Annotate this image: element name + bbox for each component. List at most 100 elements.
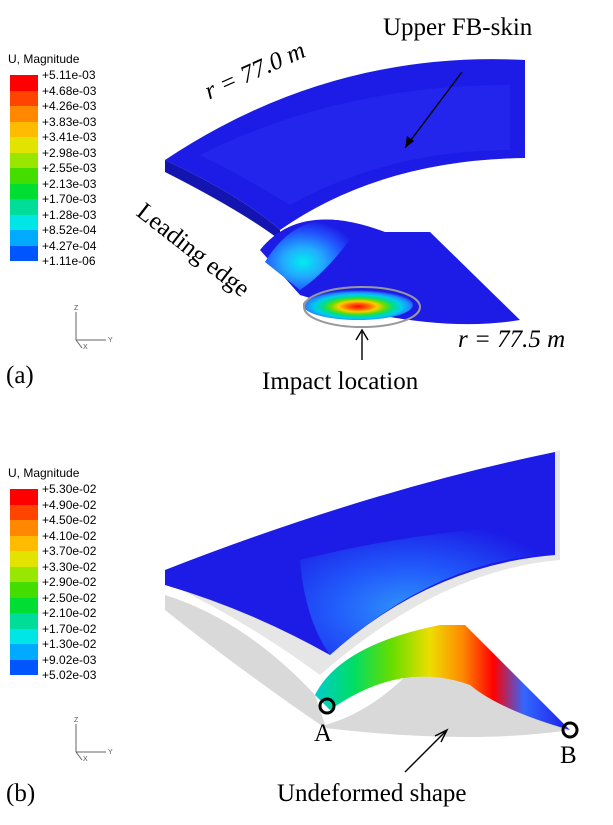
legend-entry: +3.83e-03 [8, 115, 96, 137]
legend-value: +3.83e-03 [42, 114, 97, 129]
legend-swatch [10, 597, 38, 613]
legend-entry: +1.70e-03 [8, 192, 96, 215]
legend-value: +1.28e-03 [42, 207, 97, 222]
legend-entry: +4.26e-03 [8, 99, 96, 122]
legend-entry: +4.50e-02 [8, 513, 96, 536]
legend-entry: +2.50e-02 [8, 591, 96, 613]
legend-entry: +3.41e-03 [8, 130, 96, 153]
bulge-region-a [265, 219, 360, 290]
legend-value: +4.10e-02 [42, 528, 97, 543]
legend-swatch [10, 106, 38, 122]
triad-z-b: Z [74, 717, 79, 724]
legend-swatch [10, 613, 38, 629]
lower-surface-b [315, 625, 570, 730]
legend-value: +3.70e-02 [42, 544, 97, 558]
legend-entry: +1.30e-02 [8, 637, 96, 660]
triad-x-b: X [83, 756, 88, 762]
label-undeformed-shape: Undeformed shape [277, 780, 467, 807]
arrow-undeformed [404, 731, 446, 773]
legend-swatch [10, 628, 38, 644]
point-b-marker [561, 721, 579, 739]
legend-entry: +1.11e-06 [8, 254, 96, 270]
legend-value: +2.90e-02 [42, 575, 97, 589]
legend-swatch [10, 199, 38, 215]
legend-scale-b: +5.30e-02 +4.90e-02 +4.50e-02 +4.10e-02 +3.7… [8, 482, 96, 684]
legend-entry: +3.70e-02 [8, 544, 96, 567]
legend-value: +4.68e-03 [42, 83, 97, 98]
legend-entry: +5.11e-03 [8, 68, 96, 91]
legend-value: +2.10e-02 [42, 606, 97, 620]
legend-swatch [10, 520, 38, 536]
legend-title-a: U, Magnitude [8, 52, 80, 66]
legend-value: +1.30e-02 [42, 637, 97, 651]
legend-entry: +4.90e-02 [8, 498, 96, 520]
fea-model-b [165, 450, 579, 773]
fea-model-a [165, 59, 525, 360]
legend-value: +9.02e-03 [42, 652, 97, 667]
legend-entry: +4.27e-04 [8, 239, 96, 261]
legend-value: +2.13e-03 [42, 176, 97, 191]
legend-value: +1.11e-06 [42, 254, 96, 268]
panel-label-b: (b) [6, 780, 36, 807]
legend-entry: +9.02e-03 [8, 653, 96, 675]
legend-entry: +2.98e-03 [8, 146, 96, 168]
legend-value: +8.52e-04 [42, 223, 97, 237]
legend-value: +5.30e-02 [42, 482, 97, 496]
legend-swatch [10, 535, 38, 551]
legend-entry: +1.28e-03 [8, 208, 96, 230]
legend-swatch [10, 168, 38, 184]
triad-z-a: Z [74, 305, 79, 312]
panel-label-a: (a) [6, 362, 34, 389]
legend-swatch [10, 504, 38, 520]
legend-swatch [10, 90, 38, 106]
upper-surface-shade-a [200, 85, 510, 205]
label-point-b: B [560, 742, 577, 769]
legend-entry: +2.10e-02 [8, 606, 96, 629]
axis-triad-a: Z Y X [74, 305, 113, 350]
legend-swatch [10, 582, 38, 598]
legend-value: +5.11e-03 [42, 68, 96, 82]
axis-triad-b: Z Y X [74, 717, 113, 762]
legend-value: +2.55e-03 [42, 161, 97, 175]
upper-bulge-b [300, 525, 540, 655]
legend-entry: +4.10e-02 [8, 529, 96, 551]
triad-y-a: Y [108, 337, 113, 344]
surface-edge-a [165, 160, 280, 240]
legend-value: +2.50e-02 [42, 590, 97, 605]
legend-swatch [10, 121, 38, 137]
legend-value: +4.27e-04 [42, 238, 97, 253]
arrow-upper-skin [404, 71, 463, 149]
panel-a: U, Magnitude +5.11e-03 +4.68e-03 +4.26e-03… [0, 0, 613, 410]
legend-entry: +5.02e-03 [8, 668, 96, 684]
legend-value: +4.50e-02 [42, 513, 97, 527]
triad-x-a: X [83, 344, 88, 350]
label-upper-fb-skin: Upper FB-skin [383, 14, 533, 41]
legend-value: +3.41e-03 [42, 130, 97, 144]
impact-contour-a [303, 290, 413, 320]
panel-b: U, Magnitude +5.30e-02 +4.90e-02 +4.50e-02… [0, 410, 613, 825]
legend-entry: +3.30e-02 [8, 560, 96, 582]
legend-entry: +5.30e-02 [8, 482, 96, 505]
legend-swatch [10, 183, 38, 199]
legend-swatch [10, 214, 38, 230]
legend-swatch [10, 230, 38, 246]
legend-swatch [10, 75, 38, 91]
triad-y-b: Y [108, 749, 113, 756]
legend-a: U, Magnitude +5.11e-03 +4.68e-03 +4.26e-03… [8, 52, 96, 270]
legend-value: +1.70e-03 [42, 192, 97, 206]
legend-swatch [10, 566, 38, 582]
legend-entry: +1.70e-02 [8, 622, 96, 644]
point-a-marker [318, 697, 336, 715]
legend-value: +1.70e-02 [42, 621, 97, 636]
legend-entry: +8.52e-04 [8, 223, 96, 246]
legend-value: +5.02e-03 [42, 668, 97, 682]
label-radius-bottom: r = 77.5 m [458, 326, 566, 353]
label-point-a: A [314, 720, 333, 747]
legend-entry: +2.13e-03 [8, 177, 96, 199]
legend-value: +2.98e-03 [42, 145, 97, 160]
legend-swatch [10, 644, 38, 660]
legend-swatch [10, 551, 38, 567]
legend-entry: +2.90e-02 [8, 575, 96, 598]
legend-title-b: U, Magnitude [8, 466, 80, 480]
legend-value: +4.26e-03 [42, 99, 97, 113]
